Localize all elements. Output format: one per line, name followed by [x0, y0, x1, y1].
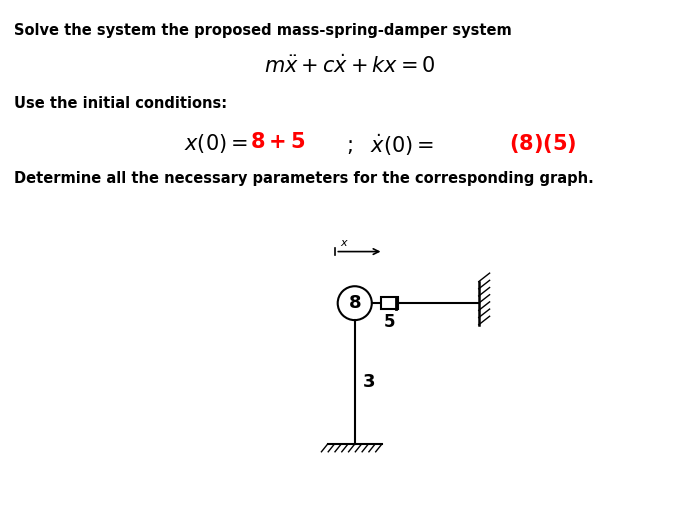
Text: $;\ \ \dot{x}(0) =$: $;\ \ \dot{x}(0) =$ [346, 132, 434, 158]
Text: $x(0) =$: $x(0) =$ [185, 132, 248, 155]
Text: 3: 3 [363, 373, 375, 391]
Text: Solve the system the proposed mass-spring-damper system: Solve the system the proposed mass-sprin… [14, 23, 512, 38]
Text: Determine all the necessary parameters for the corresponding graph.: Determine all the necessary parameters f… [14, 171, 593, 186]
Text: 5: 5 [384, 313, 396, 331]
Text: x: x [340, 238, 347, 249]
Text: 8: 8 [348, 294, 361, 312]
Text: $\mathbf{8 + 5}$: $\mathbf{8 + 5}$ [250, 132, 305, 152]
Bar [381, 297, 398, 309]
Text: Use the initial conditions:: Use the initial conditions: [14, 96, 227, 111]
Text: $m\ddot{x} + c\dot{x} + kx = 0$: $m\ddot{x} + c\dot{x} + kx = 0$ [264, 54, 435, 77]
Text: $\mathbf{(8)(5)}$: $\mathbf{(8)(5)}$ [509, 132, 576, 155]
